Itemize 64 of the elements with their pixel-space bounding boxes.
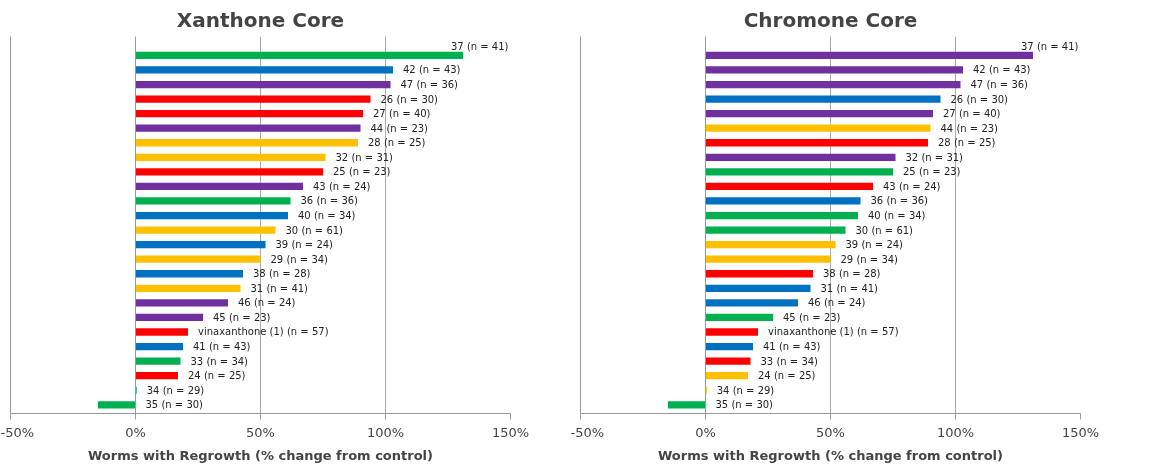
category-label: 44 (n = 23)	[940, 122, 999, 134]
category-label: 32 (n = 31)	[335, 151, 394, 163]
category-label: 26 (n = 30)	[380, 93, 439, 105]
category-label: 27 (n = 40)	[943, 108, 1001, 120]
x-tick-label: 150%	[1061, 424, 1100, 440]
category-label: 24 (n = 25)	[188, 370, 246, 382]
category-label: 25 (n = 23)	[903, 166, 961, 178]
category-label: 43 (n = 24)	[313, 180, 371, 192]
category-label: 27 (n = 40)	[373, 108, 431, 120]
category-label: 35 (n = 30)	[715, 399, 774, 411]
category-label: 37 (n = 41)	[451, 40, 509, 52]
category-label: 46 (n = 24)	[238, 297, 296, 309]
category-label: 42 (n = 43)	[403, 64, 461, 76]
category-label: 39 (n = 24)	[845, 239, 904, 251]
category-label: 34 (n = 29)	[716, 384, 775, 396]
category-label: 35 (n = 30)	[145, 399, 204, 411]
chart-title: Xanthone Core	[176, 7, 345, 32]
category-label: 46 (n = 24)	[808, 297, 866, 309]
category-label: 31 (n = 41)	[250, 282, 309, 294]
x-axis-title: Worms with Regrowth (% change from control)	[87, 447, 434, 463]
x-tick-label: 100%	[936, 424, 975, 440]
category-label: 47 (n = 36)	[970, 79, 1029, 91]
category-label: 43 (n = 24)	[883, 180, 941, 192]
category-label: 34 (n = 29)	[146, 384, 205, 396]
category-label: vinaxanthone (1) (n = 57)	[768, 326, 899, 338]
x-axis-title: Worms with Regrowth (% change from control)	[657, 447, 1004, 463]
category-label: 42 (n = 43)	[973, 64, 1031, 76]
category-label: 29 (n = 34)	[840, 253, 899, 265]
category-label: 32 (n = 31)	[905, 151, 964, 163]
category-label: 47 (n = 36)	[400, 79, 459, 91]
x-tick-label: 150%	[491, 424, 530, 440]
category-label: 40 (n = 34)	[868, 210, 926, 222]
x-tick-label: 50%	[816, 424, 845, 440]
category-label: 33 (n = 34)	[760, 355, 819, 367]
category-label: 29 (n = 34)	[270, 253, 329, 265]
category-label: 28 (n = 25)	[938, 137, 996, 149]
category-label: 37 (n = 41)	[1021, 40, 1079, 52]
category-label: 44 (n = 23)	[370, 122, 429, 134]
category-label: 26 (n = 30)	[950, 93, 1009, 105]
category-label: 33 (n = 34)	[190, 355, 249, 367]
category-label: 40 (n = 34)	[298, 210, 356, 222]
category-label: 41 (n = 43)	[763, 341, 821, 353]
category-label: 30 (n = 61)	[855, 224, 914, 236]
x-tick-label: -50%	[570, 424, 605, 440]
category-label: 38 (n = 28)	[253, 268, 311, 280]
category-label: 30 (n = 61)	[285, 224, 344, 236]
x-tick-label: 0%	[125, 424, 146, 440]
category-label: 25 (n = 23)	[333, 166, 391, 178]
category-label: 24 (n = 25)	[758, 370, 816, 382]
category-label: 39 (n = 24)	[275, 239, 334, 251]
chart-title: Chromone Core	[743, 7, 918, 32]
category-label: 45 (n = 23)	[213, 311, 271, 323]
x-tick-label: 0%	[695, 424, 716, 440]
category-label: vinaxanthone (1) (n = 57)	[198, 326, 329, 338]
x-tick-label: 50%	[246, 424, 275, 440]
x-tick-label: 100%	[366, 424, 405, 440]
category-label: 36 (n = 36)	[870, 195, 929, 207]
category-label: 38 (n = 28)	[823, 268, 881, 280]
category-label: 45 (n = 23)	[783, 311, 841, 323]
category-label: 41 (n = 43)	[193, 341, 251, 353]
category-label: 31 (n = 41)	[820, 282, 879, 294]
category-label: 28 (n = 25)	[368, 137, 426, 149]
category-label: 36 (n = 36)	[300, 195, 359, 207]
x-tick-label: -50%	[0, 424, 35, 440]
